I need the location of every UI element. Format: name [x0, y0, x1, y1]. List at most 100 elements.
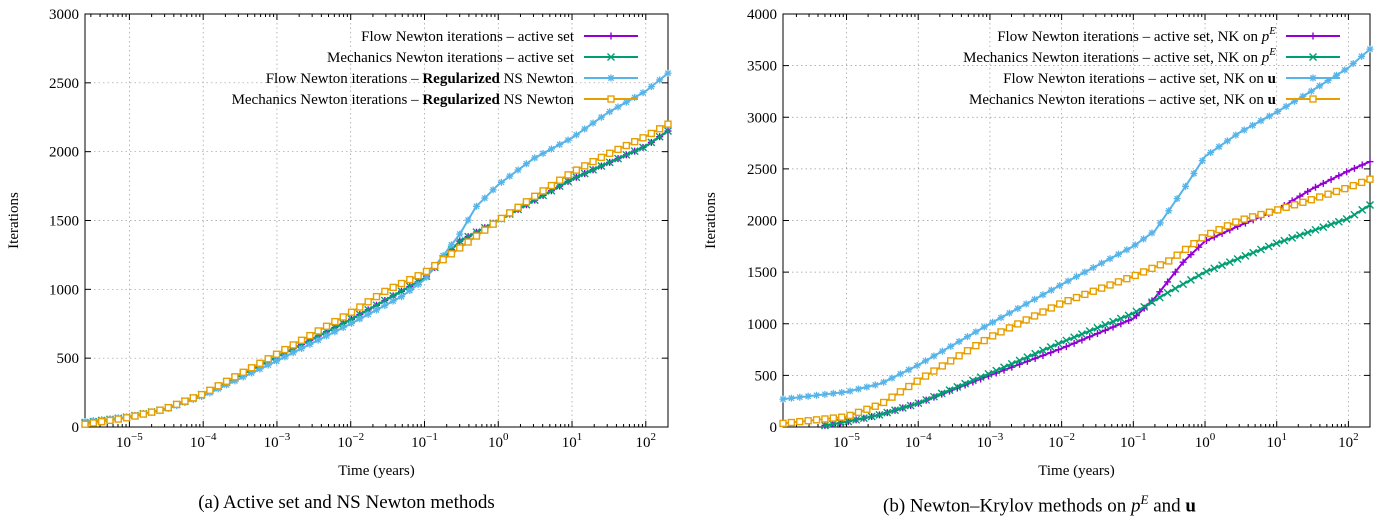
series-line	[84, 72, 669, 423]
data-point	[883, 408, 892, 417]
data-point	[1023, 300, 1030, 307]
data-point	[348, 320, 355, 327]
data-point	[1350, 210, 1359, 219]
x-tick-label: 10−2	[337, 431, 364, 451]
y-tick-label: 2000	[49, 145, 79, 161]
data-point	[239, 368, 247, 376]
data-point	[939, 348, 946, 355]
data-point	[945, 386, 954, 395]
grid-lines	[783, 14, 1370, 427]
series-group	[81, 69, 672, 428]
data-point	[1240, 215, 1248, 223]
data-point	[415, 281, 422, 288]
data-point	[997, 314, 1005, 321]
data-point	[930, 367, 938, 375]
x-tick-label: 102	[1338, 431, 1359, 451]
data-point	[1123, 246, 1130, 253]
data-point	[1248, 213, 1257, 221]
data-point	[1073, 273, 1080, 280]
data-point	[522, 198, 531, 206]
data-point	[906, 401, 915, 410]
data-point	[331, 328, 338, 335]
legend-entry: Mechanics Newton iterations – active set…	[969, 92, 1340, 108]
data-point	[1114, 278, 1123, 286]
legend-entry: Flow Newton iterations – active set	[361, 29, 638, 45]
data-point	[222, 377, 231, 385]
data-point	[556, 176, 564, 184]
data-point	[373, 306, 380, 314]
data-point	[838, 389, 845, 396]
data-point	[564, 136, 572, 144]
data-point	[122, 414, 131, 422]
data-point	[231, 373, 239, 381]
data-point	[356, 315, 363, 322]
series-3	[81, 69, 672, 425]
data-point	[1048, 287, 1055, 294]
data-point	[1334, 217, 1343, 226]
data-point	[1081, 269, 1088, 276]
y-tick-label: 0	[770, 420, 778, 436]
data-point	[1157, 219, 1164, 227]
legend-entry: Mechanics Newton iterations – active set…	[963, 46, 1340, 66]
plot-frame	[782, 13, 1371, 428]
data-point	[1056, 300, 1064, 308]
data-point	[1022, 316, 1030, 324]
y-tick-label: 1500	[49, 214, 79, 230]
data-point	[564, 171, 572, 179]
data-point	[606, 108, 613, 115]
legend-label: Flow Newton iterations – active set, NK …	[997, 25, 1276, 45]
data-point	[1215, 225, 1223, 234]
data-point	[1081, 290, 1089, 299]
data-point	[1015, 356, 1024, 365]
data-point	[1101, 320, 1110, 329]
data-point	[389, 283, 397, 292]
legend-entry: Mechanics Newton iterations – active set	[327, 50, 638, 66]
data-point	[1039, 308, 1047, 316]
data-point	[872, 381, 879, 389]
data-point	[891, 406, 900, 415]
data-point	[1132, 307, 1141, 316]
data-point	[1165, 257, 1173, 265]
data-point	[1054, 339, 1063, 348]
y-tick-label: 2000	[747, 214, 777, 230]
data-point	[1064, 296, 1072, 305]
data-point	[1241, 251, 1250, 260]
data-point	[1098, 260, 1105, 267]
data-point	[880, 379, 887, 386]
chart-a-svg: 0 500 1000 1500 2000 2500 3000 10−5 10−4 10−3 10−2…	[6, 7, 672, 479]
data-point	[1062, 336, 1071, 345]
chart-panel-b: 0 500 1000 1500 2000 2500 3000 3500 4000 10−5 10−4…	[693, 0, 1386, 526]
caption-a: (a) Active set and NS Newton methods	[198, 492, 495, 513]
data-point	[821, 415, 829, 423]
y-tick-label: 4000	[747, 7, 777, 23]
series-line	[824, 204, 1371, 427]
data-point	[372, 292, 381, 301]
y-axis-label: Iterations	[703, 192, 719, 249]
data-point	[788, 395, 795, 402]
data-point	[390, 298, 397, 305]
legend-entry: Flow Newton iterations – active set, NK …	[1003, 71, 1340, 87]
legend-marker	[607, 95, 615, 103]
data-point	[497, 214, 506, 223]
data-point	[984, 369, 993, 378]
legend-label: Mechanics Newton iterations – active set	[327, 50, 575, 66]
data-point	[314, 327, 322, 335]
data-point	[1307, 196, 1315, 204]
data-point	[796, 394, 803, 401]
y-tick-label: 1500	[747, 265, 777, 281]
data-point	[937, 389, 946, 398]
data-point	[631, 138, 639, 146]
data-point	[589, 157, 597, 166]
data-point	[1207, 149, 1214, 156]
data-point	[955, 352, 963, 360]
data-point	[580, 169, 589, 178]
data-point	[472, 232, 481, 240]
data-point	[572, 173, 581, 182]
data-point	[290, 349, 297, 356]
data-point	[1116, 314, 1125, 323]
x-tick-label: 10−5	[833, 431, 860, 451]
data-point	[398, 293, 405, 300]
data-point	[655, 125, 664, 133]
data-point	[855, 385, 862, 393]
data-point	[922, 357, 929, 364]
